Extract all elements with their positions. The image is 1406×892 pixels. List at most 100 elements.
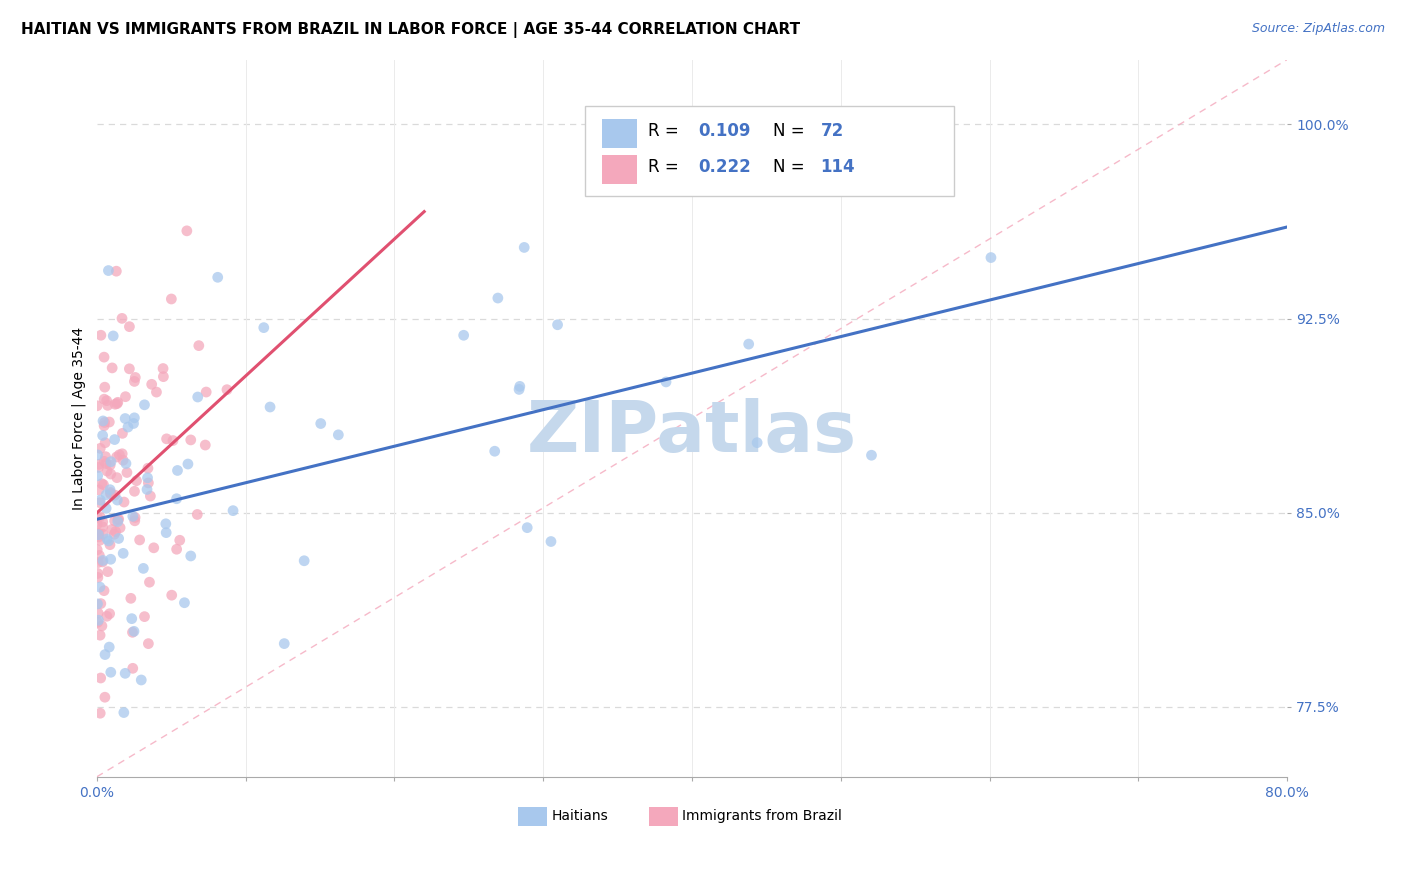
Point	[139, 489, 162, 503]
Point	[160, 588, 183, 602]
Point	[105, 493, 128, 508]
Point	[91, 527, 114, 541]
Point	[155, 525, 177, 540]
FancyBboxPatch shape	[650, 807, 678, 825]
Point	[93, 416, 115, 430]
Point	[93, 418, 115, 433]
Point	[124, 375, 146, 389]
Point	[94, 435, 117, 450]
Point	[136, 471, 159, 485]
Point	[87, 530, 110, 544]
Point	[94, 690, 117, 705]
Point	[96, 532, 118, 546]
Point	[222, 503, 245, 517]
Point	[516, 521, 538, 535]
Text: 114: 114	[821, 158, 855, 177]
Point	[860, 448, 883, 462]
Point	[100, 467, 122, 481]
Point	[453, 328, 475, 343]
Point	[97, 565, 120, 579]
Point	[111, 426, 134, 441]
Point	[152, 361, 174, 376]
Point	[105, 450, 128, 464]
Point	[747, 435, 769, 450]
Point	[104, 433, 127, 447]
Point	[108, 521, 131, 535]
Point	[160, 292, 183, 306]
Point	[309, 417, 332, 431]
Point	[94, 648, 117, 662]
Point	[93, 392, 115, 407]
Point	[100, 455, 122, 469]
Point	[86, 542, 108, 557]
Point	[122, 624, 145, 639]
Point	[104, 488, 127, 502]
FancyBboxPatch shape	[602, 155, 637, 184]
Point	[177, 457, 200, 471]
Point	[89, 549, 111, 563]
Text: R =: R =	[648, 158, 683, 177]
Point	[132, 561, 155, 575]
Point	[91, 428, 114, 442]
Point	[97, 398, 120, 412]
Point	[152, 369, 174, 384]
Point	[484, 444, 506, 458]
Point	[96, 501, 118, 516]
Point	[87, 527, 110, 541]
Point	[96, 488, 118, 502]
Point	[292, 554, 315, 568]
Point	[91, 553, 114, 567]
Text: 0.222: 0.222	[697, 158, 751, 177]
Point	[103, 527, 125, 541]
Text: N =: N =	[773, 158, 810, 177]
Point	[87, 556, 110, 570]
Point	[90, 671, 112, 685]
Point	[86, 517, 108, 532]
Text: R =: R =	[648, 122, 683, 140]
Point	[112, 495, 135, 509]
Point	[176, 224, 198, 238]
Point	[136, 461, 159, 475]
Point	[134, 609, 156, 624]
Point	[121, 509, 143, 524]
Point	[98, 415, 121, 429]
Point	[655, 375, 678, 389]
Point	[114, 390, 136, 404]
Point	[89, 706, 111, 721]
Point	[509, 379, 531, 393]
Point	[90, 476, 112, 491]
Point	[142, 541, 165, 555]
Point	[547, 318, 569, 332]
Point	[124, 410, 146, 425]
Point	[186, 508, 208, 522]
Point	[103, 329, 125, 343]
Point	[207, 270, 229, 285]
Point	[180, 433, 202, 447]
FancyBboxPatch shape	[602, 120, 637, 148]
Point	[93, 350, 115, 364]
Point	[98, 483, 121, 497]
Point	[187, 338, 209, 352]
Point	[111, 311, 134, 326]
Point	[94, 380, 117, 394]
Point	[89, 580, 111, 594]
Point	[112, 706, 135, 720]
Point	[120, 591, 142, 606]
Point	[97, 533, 120, 548]
Point	[486, 291, 509, 305]
Point	[100, 485, 122, 500]
Text: N =: N =	[773, 122, 810, 140]
Point	[90, 328, 112, 343]
Point	[101, 360, 124, 375]
Point	[98, 607, 121, 621]
Point	[94, 450, 117, 464]
Point	[155, 516, 177, 531]
Point	[273, 637, 295, 651]
Point	[737, 337, 759, 351]
Point	[86, 597, 108, 611]
FancyBboxPatch shape	[519, 807, 547, 825]
Text: Source: ZipAtlas.com: Source: ZipAtlas.com	[1251, 22, 1385, 36]
Point	[195, 385, 218, 400]
Point	[180, 549, 202, 563]
Point	[86, 510, 108, 524]
